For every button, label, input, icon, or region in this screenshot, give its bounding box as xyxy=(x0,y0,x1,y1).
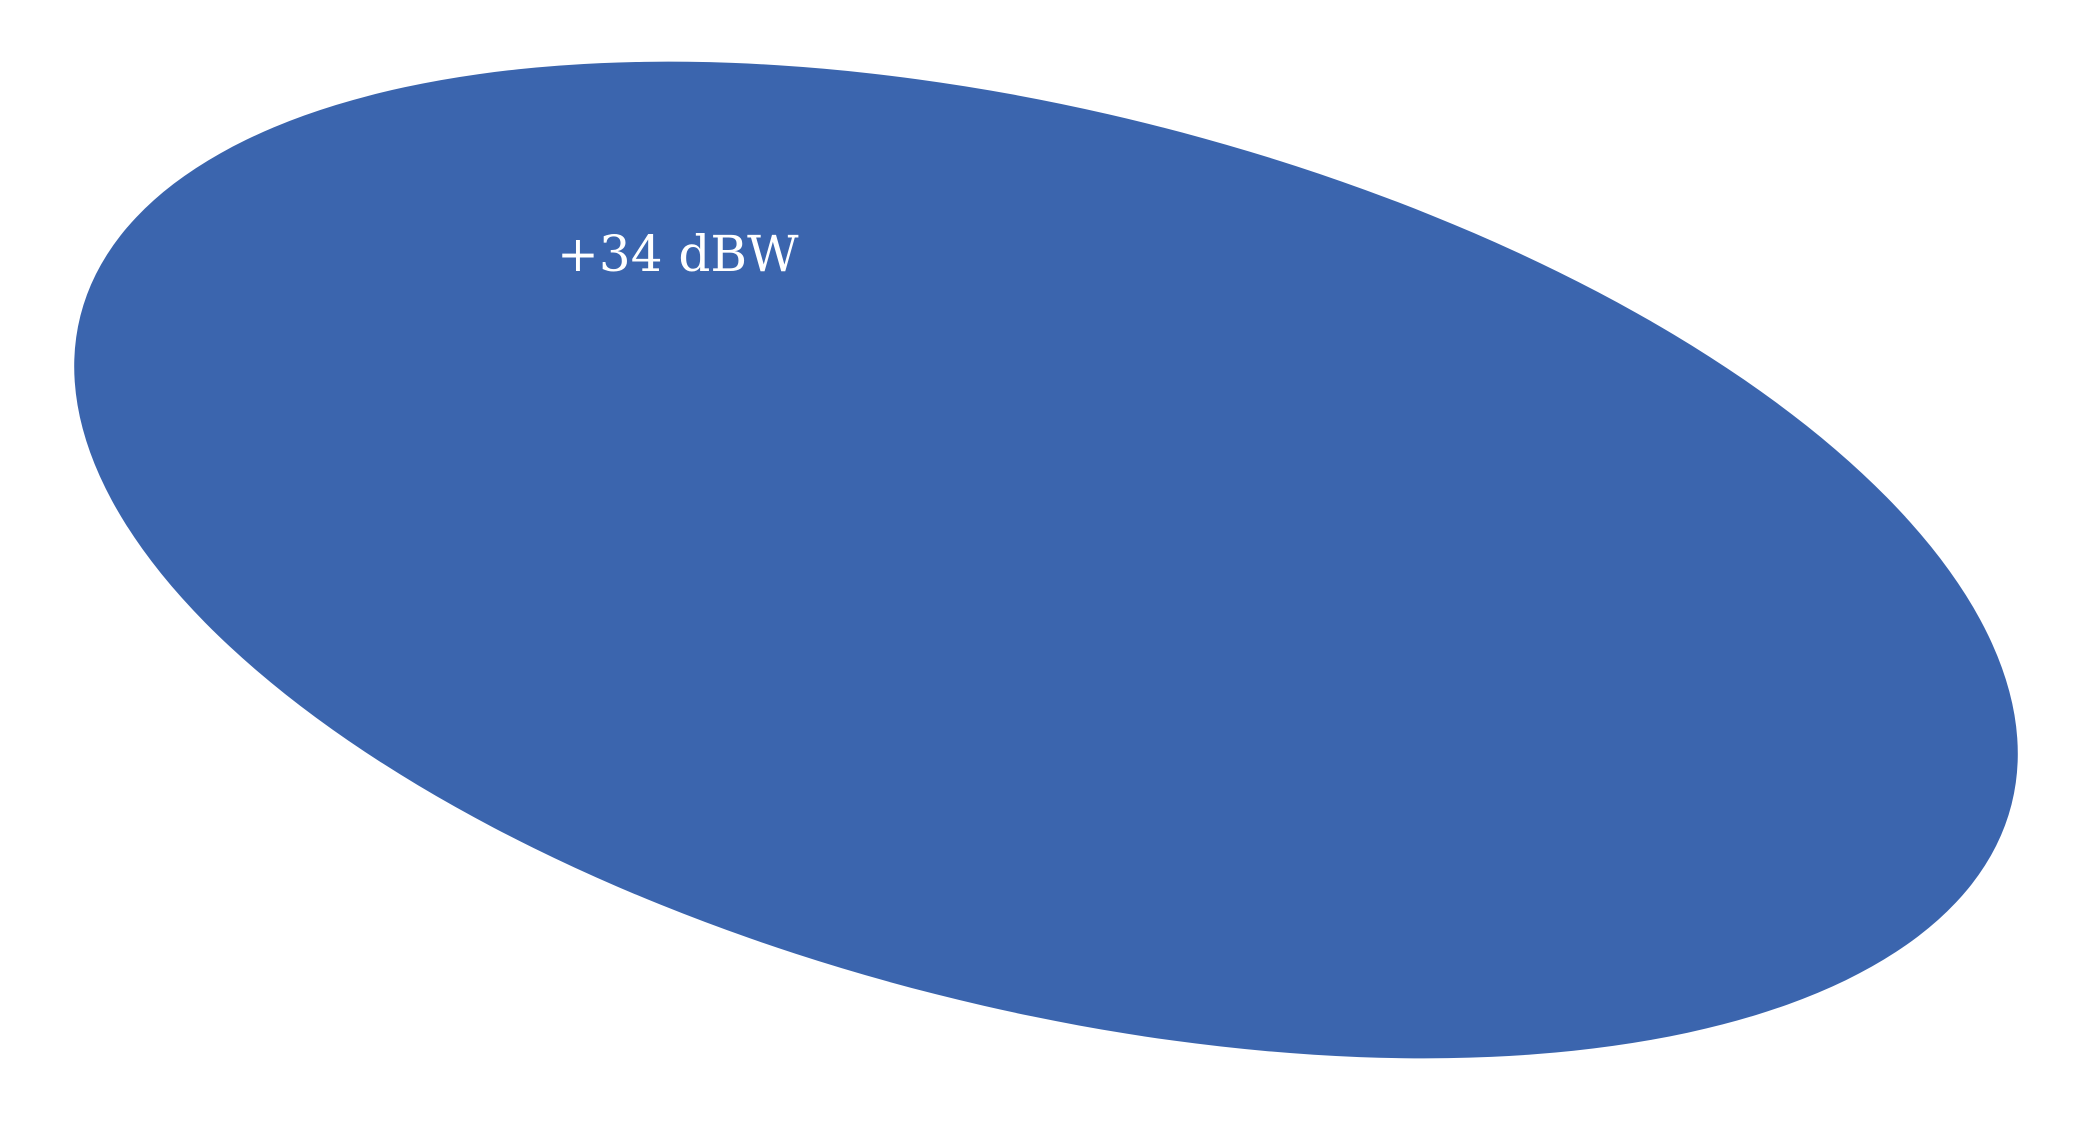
eirp-contour-label: +34 dBW xyxy=(557,225,799,283)
